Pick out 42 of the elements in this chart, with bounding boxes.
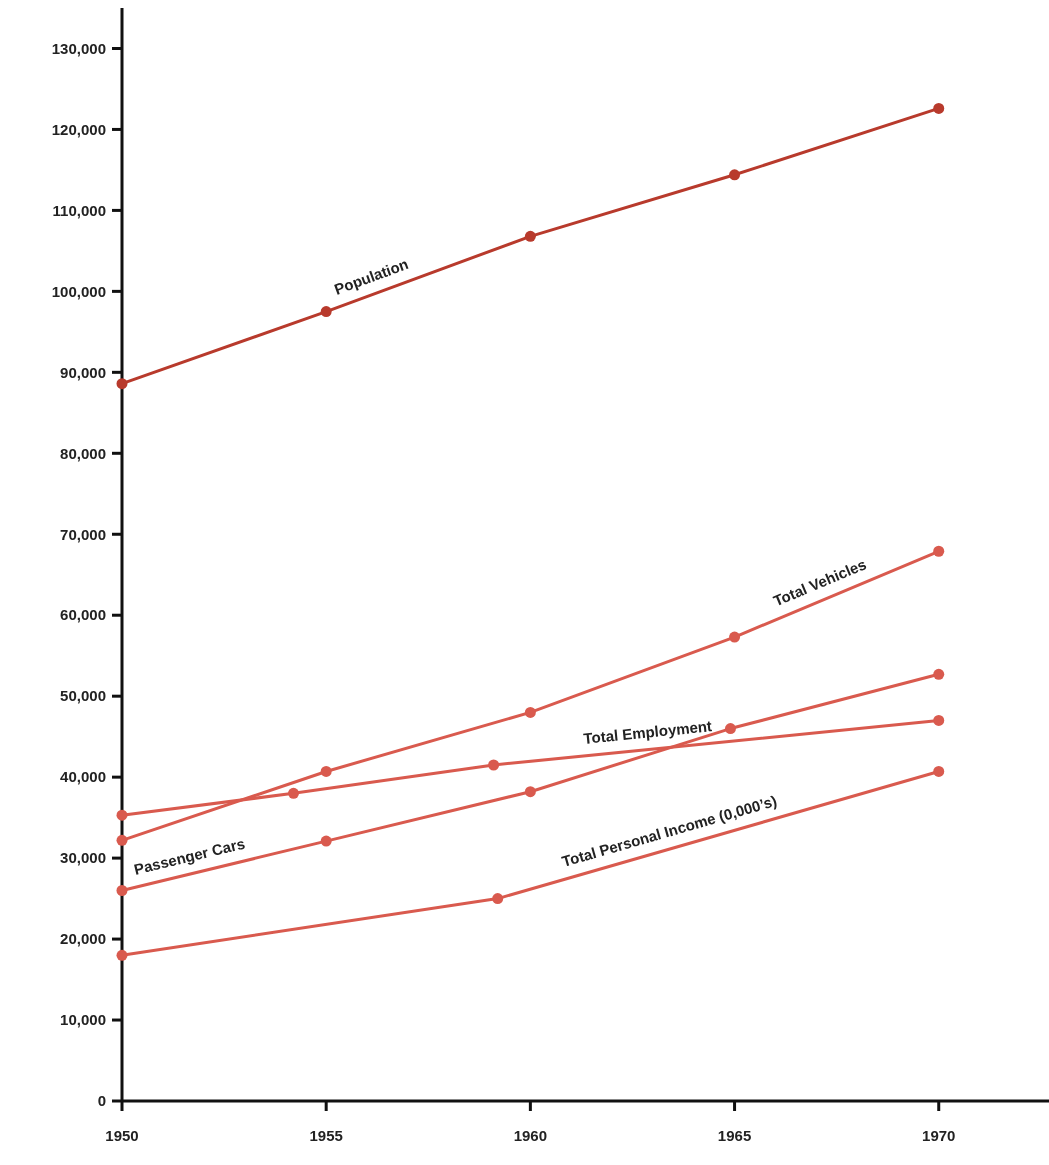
point bbox=[116, 949, 128, 961]
y-tick-label: 10,000 bbox=[60, 1011, 106, 1029]
point bbox=[116, 378, 128, 390]
y-tick-label: 20,000 bbox=[60, 930, 106, 948]
y-tick-label: 0 bbox=[97, 1092, 106, 1110]
point bbox=[933, 668, 945, 680]
y-tick-label: 40,000 bbox=[60, 768, 106, 786]
y-tick-label: 130,000 bbox=[51, 39, 106, 57]
y-tick-label: 80,000 bbox=[60, 444, 106, 462]
point bbox=[729, 631, 741, 643]
y-tick-label: 70,000 bbox=[60, 525, 106, 543]
point bbox=[524, 786, 536, 798]
point bbox=[320, 306, 332, 318]
point bbox=[933, 102, 945, 114]
point bbox=[116, 885, 128, 896]
point bbox=[724, 723, 736, 735]
point bbox=[524, 706, 536, 718]
point bbox=[933, 545, 945, 557]
point bbox=[288, 787, 300, 799]
point bbox=[488, 759, 500, 771]
y-tick-label: 100,000 bbox=[51, 282, 106, 300]
point bbox=[933, 714, 945, 726]
point bbox=[320, 765, 332, 777]
y-tick-label: 110,000 bbox=[52, 201, 106, 219]
y-tick-label: 90,000 bbox=[60, 363, 106, 381]
x-tick-label: 1970 bbox=[922, 1127, 956, 1144]
y-tick-label: 60,000 bbox=[60, 606, 106, 624]
point bbox=[524, 230, 536, 242]
point bbox=[116, 834, 128, 846]
y-tick-label: 30,000 bbox=[60, 849, 106, 867]
x-tick-label: 1965 bbox=[717, 1127, 752, 1144]
point bbox=[933, 765, 945, 777]
point bbox=[116, 809, 128, 821]
y-tick-label: 50,000 bbox=[60, 687, 106, 705]
text: Total Employment bbox=[582, 717, 713, 747]
point bbox=[320, 835, 332, 847]
x-tick-label: 1960 bbox=[513, 1127, 548, 1144]
x-tick-label: 1955 bbox=[309, 1127, 343, 1144]
y-tick-label: 120,000 bbox=[51, 120, 106, 138]
x-tick-label: 1950 bbox=[105, 1127, 139, 1144]
point bbox=[492, 893, 504, 905]
point bbox=[729, 169, 741, 181]
